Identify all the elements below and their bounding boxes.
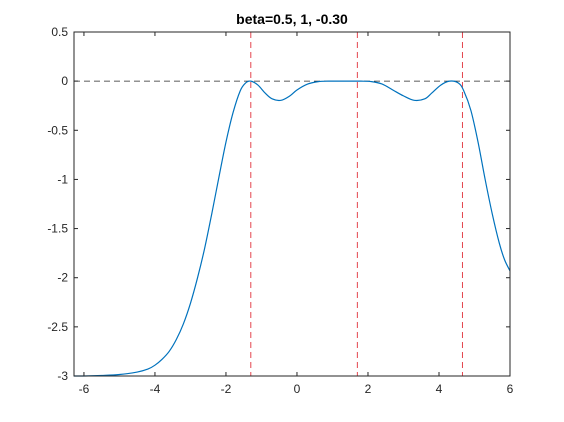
y-tick-label: -1.5	[47, 222, 68, 236]
y-tick-label: -2	[57, 271, 68, 285]
y-tick-label: -2.5	[47, 320, 68, 334]
x-tick-label: 4	[436, 382, 443, 396]
y-tick-label: -3	[57, 369, 68, 383]
y-tick-label: -1	[57, 172, 68, 186]
x-tick-label: 0	[294, 382, 301, 396]
chart-title: beta=0.5, 1, -0.30	[236, 11, 348, 27]
plot-background	[74, 32, 510, 376]
x-tick-label: 6	[507, 382, 514, 396]
x-tick-label: -2	[221, 382, 232, 396]
y-tick-label: -0.5	[47, 123, 68, 137]
x-tick-label: -6	[79, 382, 90, 396]
x-tick-label: -4	[150, 382, 161, 396]
y-tick-label: 0	[61, 74, 68, 88]
x-tick-label: 2	[365, 382, 372, 396]
y-tick-label: 0.5	[51, 25, 68, 39]
